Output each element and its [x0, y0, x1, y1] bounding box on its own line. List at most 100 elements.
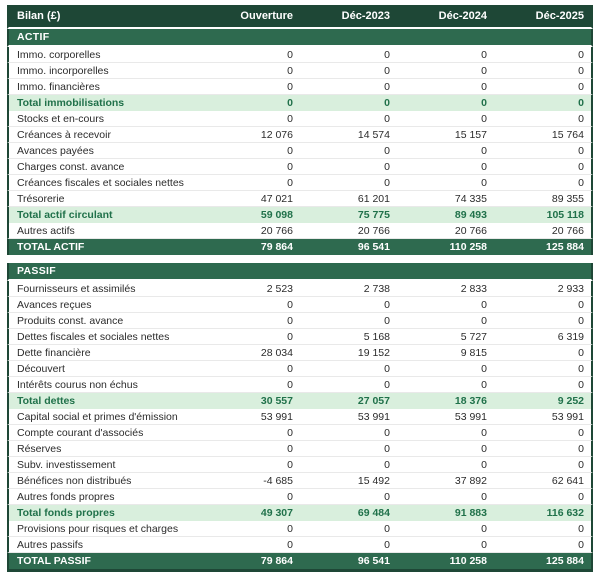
row-label: Total fonds propres — [17, 507, 115, 519]
cell-value: 0 — [578, 378, 584, 391]
cell-value: 0 — [384, 538, 390, 551]
cell-value: 0 — [287, 538, 293, 551]
table-row: Autres fonds propres 0 0 0 0 — [7, 489, 593, 505]
cell-value: 0 — [578, 298, 584, 311]
cell-value: 0 — [287, 176, 293, 189]
cell-value: 2 933 — [557, 282, 584, 295]
cell-value: 0 — [384, 522, 390, 535]
cell-value: 0 — [384, 362, 390, 375]
cell-value: 0 — [578, 144, 584, 157]
cell-value: 89 493 — [454, 209, 487, 221]
table-row: Immo. financières 0 0 0 0 — [7, 79, 593, 95]
row-label: Dettes fiscales et sociales nettes — [17, 330, 170, 343]
cell-value: 0 — [481, 144, 487, 157]
table-row: Bénéfices non distribués -4 685 15 492 3… — [7, 473, 593, 489]
cell-value: 0 — [578, 97, 584, 109]
cell-value: 0 — [481, 426, 487, 439]
table-row: Trésorerie 47 021 61 201 74 335 89 355 — [7, 191, 593, 207]
row-label: Total actif circulant — [17, 209, 113, 221]
cell-value: 47 021 — [260, 192, 293, 205]
row-label: Réserves — [17, 442, 62, 455]
row-label: Avances reçues — [17, 298, 92, 311]
cell-value: 0 — [578, 64, 584, 77]
cell-value: 89 355 — [551, 192, 584, 205]
column-header-dec-2025: Déc-2025 — [535, 10, 584, 22]
cell-value: 15 764 — [551, 128, 584, 141]
section-header-row: PASSIF — [7, 263, 593, 281]
cell-value: 0 — [481, 458, 487, 471]
cell-value: 0 — [384, 314, 390, 327]
cell-value: 0 — [578, 80, 584, 93]
cell-value: 59 098 — [260, 209, 293, 221]
column-header-ouverture: Ouverture — [240, 10, 293, 22]
cell-value: 0 — [578, 538, 584, 551]
cell-value: 20 766 — [551, 224, 584, 237]
cell-value: 0 — [578, 112, 584, 125]
cell-value: 20 766 — [260, 224, 293, 237]
table-row: Autres actifs 20 766 20 766 20 766 20 76… — [7, 223, 593, 239]
cell-value: 0 — [287, 362, 293, 375]
cell-value: 0 — [481, 538, 487, 551]
cell-value: 49 307 — [260, 507, 293, 519]
cell-value: 96 541 — [357, 241, 390, 253]
cell-value: 0 — [384, 426, 390, 439]
table-row: Découvert 0 0 0 0 — [7, 361, 593, 377]
table-row: Avances reçues 0 0 0 0 — [7, 297, 593, 313]
row-label: Total immobilisations — [17, 97, 125, 109]
passif-block: PASSIF Fournisseurs et assimilés 2 523 2… — [7, 263, 593, 572]
cell-value: 0 — [384, 64, 390, 77]
cell-value: 0 — [578, 346, 584, 359]
cell-value: 0 — [287, 426, 293, 439]
section-header-row: ACTIF — [7, 29, 593, 47]
cell-value: 0 — [287, 97, 293, 109]
cell-value: 0 — [481, 80, 487, 93]
cell-value: 27 057 — [357, 395, 390, 407]
cell-value: 0 — [287, 144, 293, 157]
cell-value: 0 — [384, 176, 390, 189]
cell-value: 105 118 — [546, 209, 584, 221]
subtotal-row: Total dettes 30 557 27 057 18 376 9 252 — [7, 393, 593, 409]
row-label: Trésorerie — [17, 192, 65, 205]
cell-value: 15 492 — [357, 474, 390, 487]
row-label: Avances payées — [17, 144, 94, 157]
cell-value: 110 258 — [449, 555, 487, 567]
cell-value: 2 523 — [266, 282, 293, 295]
row-label: Découvert — [17, 362, 65, 375]
row-label: Fournisseurs et assimilés — [17, 282, 136, 295]
cell-value: 0 — [481, 490, 487, 503]
cell-value: 0 — [384, 442, 390, 455]
cell-value: 0 — [481, 298, 487, 311]
row-label: Autres passifs — [17, 538, 83, 551]
row-label: TOTAL ACTIF — [17, 241, 85, 253]
cell-value: 0 — [481, 442, 487, 455]
cell-value: 0 — [578, 426, 584, 439]
cell-value: 91 883 — [454, 507, 487, 519]
cell-value: 0 — [384, 160, 390, 173]
cell-value: 53 991 — [357, 410, 390, 423]
cell-value: 0 — [287, 330, 293, 343]
table-row: Immo. corporelles 0 0 0 0 — [7, 47, 593, 63]
cell-value: 125 884 — [546, 241, 584, 253]
cell-value: 37 892 — [454, 474, 487, 487]
cell-value: 20 766 — [357, 224, 390, 237]
table-row: Produits const. avance 0 0 0 0 — [7, 313, 593, 329]
cell-value: 0 — [578, 522, 584, 535]
table-row: Immo. incorporelles 0 0 0 0 — [7, 63, 593, 79]
cell-value: 20 766 — [454, 224, 487, 237]
table-row: Créances fiscales et sociales nettes 0 0… — [7, 175, 593, 191]
row-label: Provisions pour risques et charges — [17, 522, 179, 535]
cell-value: 0 — [481, 64, 487, 77]
cell-value: 0 — [287, 80, 293, 93]
cell-value: 0 — [578, 314, 584, 327]
cell-value: 0 — [287, 314, 293, 327]
row-label: Total dettes — [17, 395, 76, 407]
cell-value: 0 — [578, 442, 584, 455]
cell-value: 28 034 — [260, 346, 293, 359]
cell-value: 0 — [481, 378, 487, 391]
cell-value: 69 484 — [357, 507, 390, 519]
row-label: Charges const. avance — [17, 160, 125, 173]
cell-value: 0 — [384, 458, 390, 471]
cell-value: 0 — [287, 490, 293, 503]
cell-value: 0 — [287, 64, 293, 77]
cell-value: 30 557 — [260, 395, 293, 407]
